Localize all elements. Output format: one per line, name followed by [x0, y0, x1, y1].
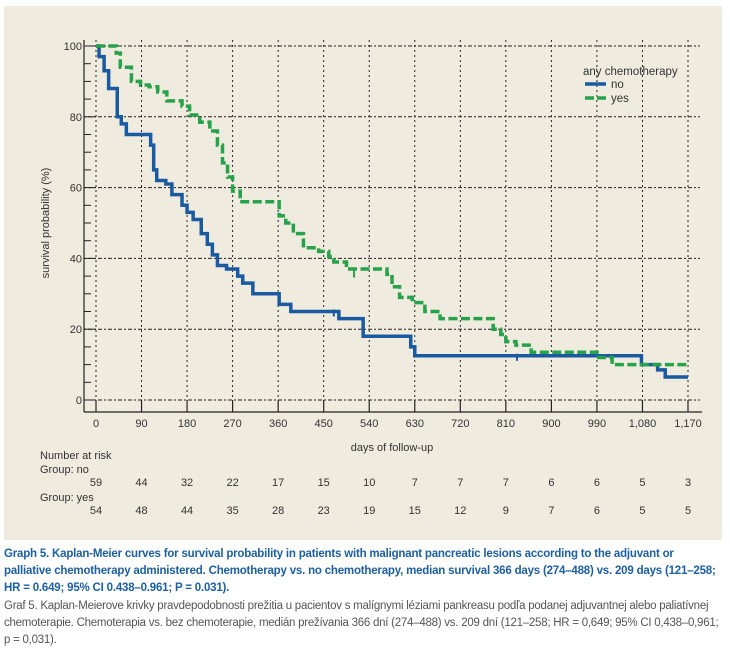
x-tick-label: 630 — [406, 418, 424, 430]
x-tick-label: 1,170 — [674, 418, 702, 430]
y-tick-label: 40 — [70, 253, 82, 265]
grid — [84, 40, 700, 401]
x-tick-label: 90 — [135, 418, 147, 430]
risk-count: 7 — [457, 477, 464, 489]
risk-count: 5 — [684, 505, 692, 517]
risk-count: 35 — [226, 505, 239, 517]
axes: 0 20 40 60 80 100 0 90 180 270 360 450 540 630 720 810 9… — [64, 40, 702, 430]
series-line-no — [96, 44, 688, 379]
x-tick-label: 720 — [451, 418, 469, 430]
risk-count: 10 — [363, 477, 376, 489]
x-tick-label: 360 — [269, 418, 287, 430]
risk-table-title: Number at risk — [40, 450, 112, 462]
risk-count: 9 — [502, 505, 509, 517]
risk-count: 48 — [135, 505, 148, 517]
x-tick-label: 900 — [542, 418, 560, 430]
x-tick-label: 180 — [178, 418, 196, 430]
y-tick-label: 0 — [76, 395, 82, 407]
risk-count: 54 — [89, 505, 103, 517]
risk-count: 7 — [411, 477, 418, 489]
risk-count: 6 — [593, 477, 600, 489]
y-tick-label: 60 — [70, 183, 82, 195]
risk-count: 59 — [89, 477, 103, 489]
risk-group-no-label: Group: no — [40, 464, 89, 476]
x-tick-label: 450 — [315, 418, 333, 430]
x-tick-label: 270 — [223, 418, 241, 430]
risk-count: 5 — [639, 505, 646, 517]
legend-title: any chemotherapy — [583, 66, 678, 78]
risk-count: 19 — [363, 505, 376, 517]
risk-count: 3 — [684, 477, 692, 489]
y-axis-title: survival probability (%) — [40, 168, 52, 279]
series-line-yes — [96, 44, 688, 367]
risk-count: 44 — [135, 477, 148, 489]
risk-count: 6 — [548, 477, 555, 489]
risk-count: 28 — [272, 505, 285, 517]
risk-count: 15 — [408, 505, 421, 517]
legend-label-yes: yes — [611, 93, 629, 105]
caption-english: Graph 5. Kaplan-Meier curves for surviva… — [4, 548, 716, 594]
risk-count: 22 — [226, 477, 239, 489]
y-tick-label: 80 — [70, 112, 82, 124]
risk-count: 23 — [317, 505, 330, 517]
risk-count: 7 — [548, 505, 555, 517]
risk-count: 6 — [593, 505, 600, 517]
caption-slovak: Graf 5. Kaplan-Meierove krivky pravdepod… — [4, 600, 719, 646]
risk-count: 15 — [317, 477, 330, 489]
risk-count: 32 — [180, 477, 194, 489]
x-tick-label: 0 — [93, 418, 99, 430]
x-tick-label: 990 — [588, 418, 606, 430]
y-tick-label: 100 — [64, 41, 82, 53]
risk-group-yes-label: Group: yes — [40, 492, 94, 504]
risk-count: 5 — [639, 477, 646, 489]
figure-panel — [4, 6, 722, 540]
legend-label-no: no — [611, 79, 624, 91]
km-chart: 0 20 40 60 80 100 0 90 180 270 360 450 540 630 720 810 9… — [40, 40, 702, 454]
x-tick-label: 1,080 — [629, 418, 657, 430]
risk-count: 7 — [502, 477, 509, 489]
risk-count: 44 — [180, 505, 194, 517]
risk-count: 17 — [272, 477, 285, 489]
series — [96, 44, 688, 379]
risk-count: 12 — [454, 505, 467, 517]
legend: any chemotherapy no yes — [583, 66, 678, 105]
x-tick-label: 810 — [497, 418, 515, 430]
y-tick-label: 20 — [70, 324, 82, 336]
x-axis-title: days of follow-up — [351, 442, 434, 454]
x-tick-label: 540 — [360, 418, 378, 430]
